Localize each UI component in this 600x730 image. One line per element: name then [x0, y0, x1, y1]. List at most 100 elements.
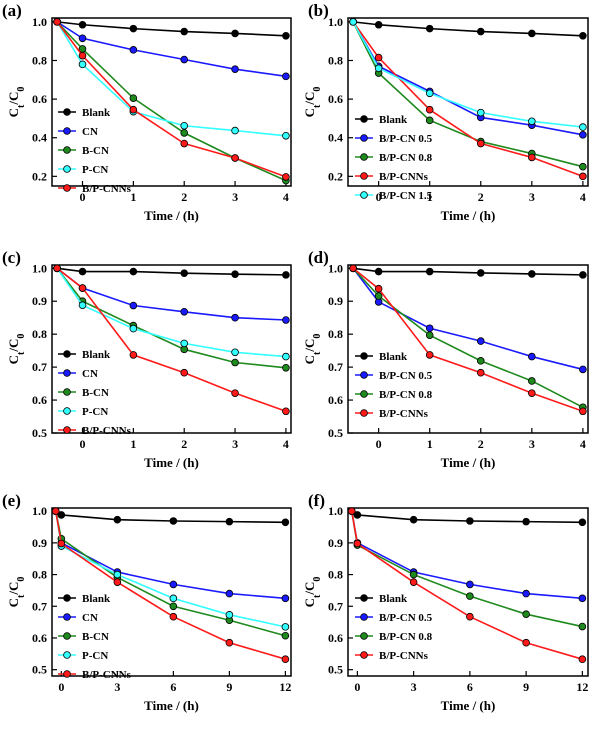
- x-tick-label: 3: [232, 190, 238, 204]
- x-tick-label: 0: [80, 437, 86, 451]
- legend-entry: Blank: [58, 107, 111, 119]
- x-axis-title: Time / (h): [144, 208, 199, 223]
- plot-frame: [347, 264, 589, 434]
- series-b-p-cnns: [53, 264, 290, 416]
- data-point: [281, 594, 290, 603]
- data-point: [57, 539, 66, 548]
- data-point: [528, 389, 536, 397]
- data-point: [180, 55, 189, 64]
- series-line: [352, 21, 584, 168]
- legend-entry: CN: [58, 612, 98, 624]
- legend-label: CN: [82, 368, 98, 380]
- data-point: [113, 570, 122, 579]
- data-point: [281, 518, 290, 527]
- legend-marker: [63, 632, 71, 640]
- legend-marker: [360, 352, 368, 360]
- data-point: [425, 351, 434, 359]
- legend-label: P-CN: [82, 406, 108, 418]
- data-point: [129, 24, 138, 33]
- legend-marker: [63, 651, 71, 659]
- data-point: [425, 116, 434, 125]
- y-tick-label: 1.0: [32, 15, 47, 29]
- data-point: [129, 267, 138, 276]
- series-b-cn: [53, 18, 290, 185]
- legend-label: B/P-CNNs: [379, 171, 429, 183]
- series-line: [56, 267, 286, 358]
- data-point: [579, 31, 587, 40]
- y-tick-label: 0.7: [32, 599, 47, 613]
- data-point: [476, 27, 485, 36]
- data-point: [225, 611, 234, 619]
- data-point: [579, 172, 587, 181]
- chart-panel-c: (c) 0 1 2 3 4 0.5 0.6 0.7 0.8 0.9 1.0 Time / (h) Ct/C…: [2, 248, 292, 470]
- y-tick-label: 0.6: [32, 631, 47, 645]
- data-point: [113, 578, 122, 586]
- legend-entry: B-CN: [58, 145, 109, 157]
- x-tick-label: 9: [523, 680, 529, 694]
- legend-marker: [360, 594, 368, 602]
- y-tick-label: 0.5: [328, 663, 343, 677]
- legend-entry: Blank: [58, 349, 111, 361]
- legend-entry: B/P-CNNs: [355, 408, 429, 420]
- y-axis-title: Ct/C0: [302, 334, 323, 365]
- data-point: [281, 623, 290, 631]
- legend-marker: [360, 115, 368, 123]
- x-tick-label: 6: [170, 680, 176, 694]
- data-point: [579, 123, 587, 131]
- data-point: [231, 29, 239, 38]
- data-point: [281, 655, 290, 663]
- x-tick-label: 6: [467, 680, 473, 694]
- legend-marker: [360, 632, 368, 640]
- legend-label: B/P-CN 0.8: [379, 152, 433, 164]
- series-blank: [349, 264, 587, 279]
- chart-panel-e: (e) 0 3 6 9 12 0.5 0.6 0.7 0.8 0.9 1.0 Time / (h) Ct/…: [2, 491, 292, 713]
- x-tick-label: 1: [427, 437, 433, 451]
- data-point: [282, 363, 290, 372]
- plot-frame: [347, 17, 589, 187]
- x-tick-label: 4: [283, 190, 289, 204]
- data-point: [231, 126, 239, 135]
- legend-entry: B/P-CNNs: [58, 183, 132, 195]
- data-point: [180, 129, 189, 137]
- legend-label: B/P-CNNs: [82, 425, 132, 437]
- data-point: [180, 27, 189, 36]
- legend-marker: [63, 613, 71, 621]
- series-blank: [347, 507, 587, 527]
- y-tick-label: 0.2: [32, 169, 47, 183]
- x-axis-title: Time / (h): [441, 455, 496, 470]
- data-point: [231, 270, 239, 279]
- data-point: [78, 267, 87, 276]
- data-point: [180, 269, 189, 278]
- legend-label: Blank: [82, 107, 111, 119]
- data-point: [349, 264, 357, 273]
- panel-label: (c): [2, 248, 21, 267]
- series-line: [353, 267, 583, 276]
- data-point: [281, 631, 290, 640]
- legend-label: B/P-CNNs: [379, 408, 429, 420]
- data-point: [466, 592, 474, 600]
- plot-frame: [51, 507, 292, 677]
- series-line: [54, 511, 286, 628]
- data-point: [180, 121, 189, 130]
- data-point: [349, 18, 357, 26]
- x-tick-label: 3: [529, 437, 535, 451]
- series-line: [352, 21, 584, 178]
- legend-label: B/P-CNNs: [82, 669, 132, 681]
- legend-label: B/P-CN 1.5: [379, 190, 433, 202]
- legend-entry: B/P-CN 0.5: [355, 133, 433, 145]
- legend-marker: [63, 127, 71, 135]
- data-point: [231, 358, 239, 367]
- data-point: [282, 173, 290, 181]
- data-point: [476, 368, 485, 377]
- series-p-cn: [53, 18, 290, 140]
- y-tick-label: 1.0: [32, 261, 47, 275]
- y-tick-label: 0.9: [328, 536, 343, 550]
- x-tick-label: 0: [354, 680, 360, 694]
- legend-marker: [360, 371, 368, 379]
- data-point: [282, 352, 290, 361]
- y-tick-label: 0.7: [328, 360, 343, 374]
- series-b-p-cnns: [349, 264, 587, 416]
- legend-label: B/P-CN 0.8: [379, 389, 433, 401]
- series-line: [56, 267, 287, 413]
